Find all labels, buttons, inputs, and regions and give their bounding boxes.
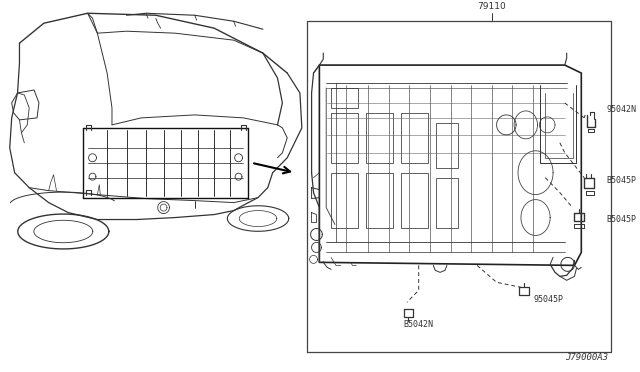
Bar bbox=[436, 123, 458, 168]
Text: J79000A3: J79000A3 bbox=[566, 353, 609, 362]
Text: 79110: 79110 bbox=[477, 2, 506, 11]
Bar bbox=[331, 173, 358, 228]
Text: B5045P: B5045P bbox=[607, 176, 637, 185]
Bar bbox=[401, 173, 428, 228]
Bar bbox=[436, 178, 458, 228]
Bar bbox=[366, 113, 394, 163]
Text: 95045P: 95045P bbox=[534, 295, 564, 304]
Bar bbox=[331, 88, 358, 108]
Text: B5045P: B5045P bbox=[607, 215, 637, 224]
Bar bbox=[401, 113, 428, 163]
Text: B5042N: B5042N bbox=[404, 320, 434, 329]
Text: 95042N: 95042N bbox=[607, 105, 637, 115]
Bar bbox=[366, 173, 394, 228]
Bar bbox=[331, 113, 358, 163]
